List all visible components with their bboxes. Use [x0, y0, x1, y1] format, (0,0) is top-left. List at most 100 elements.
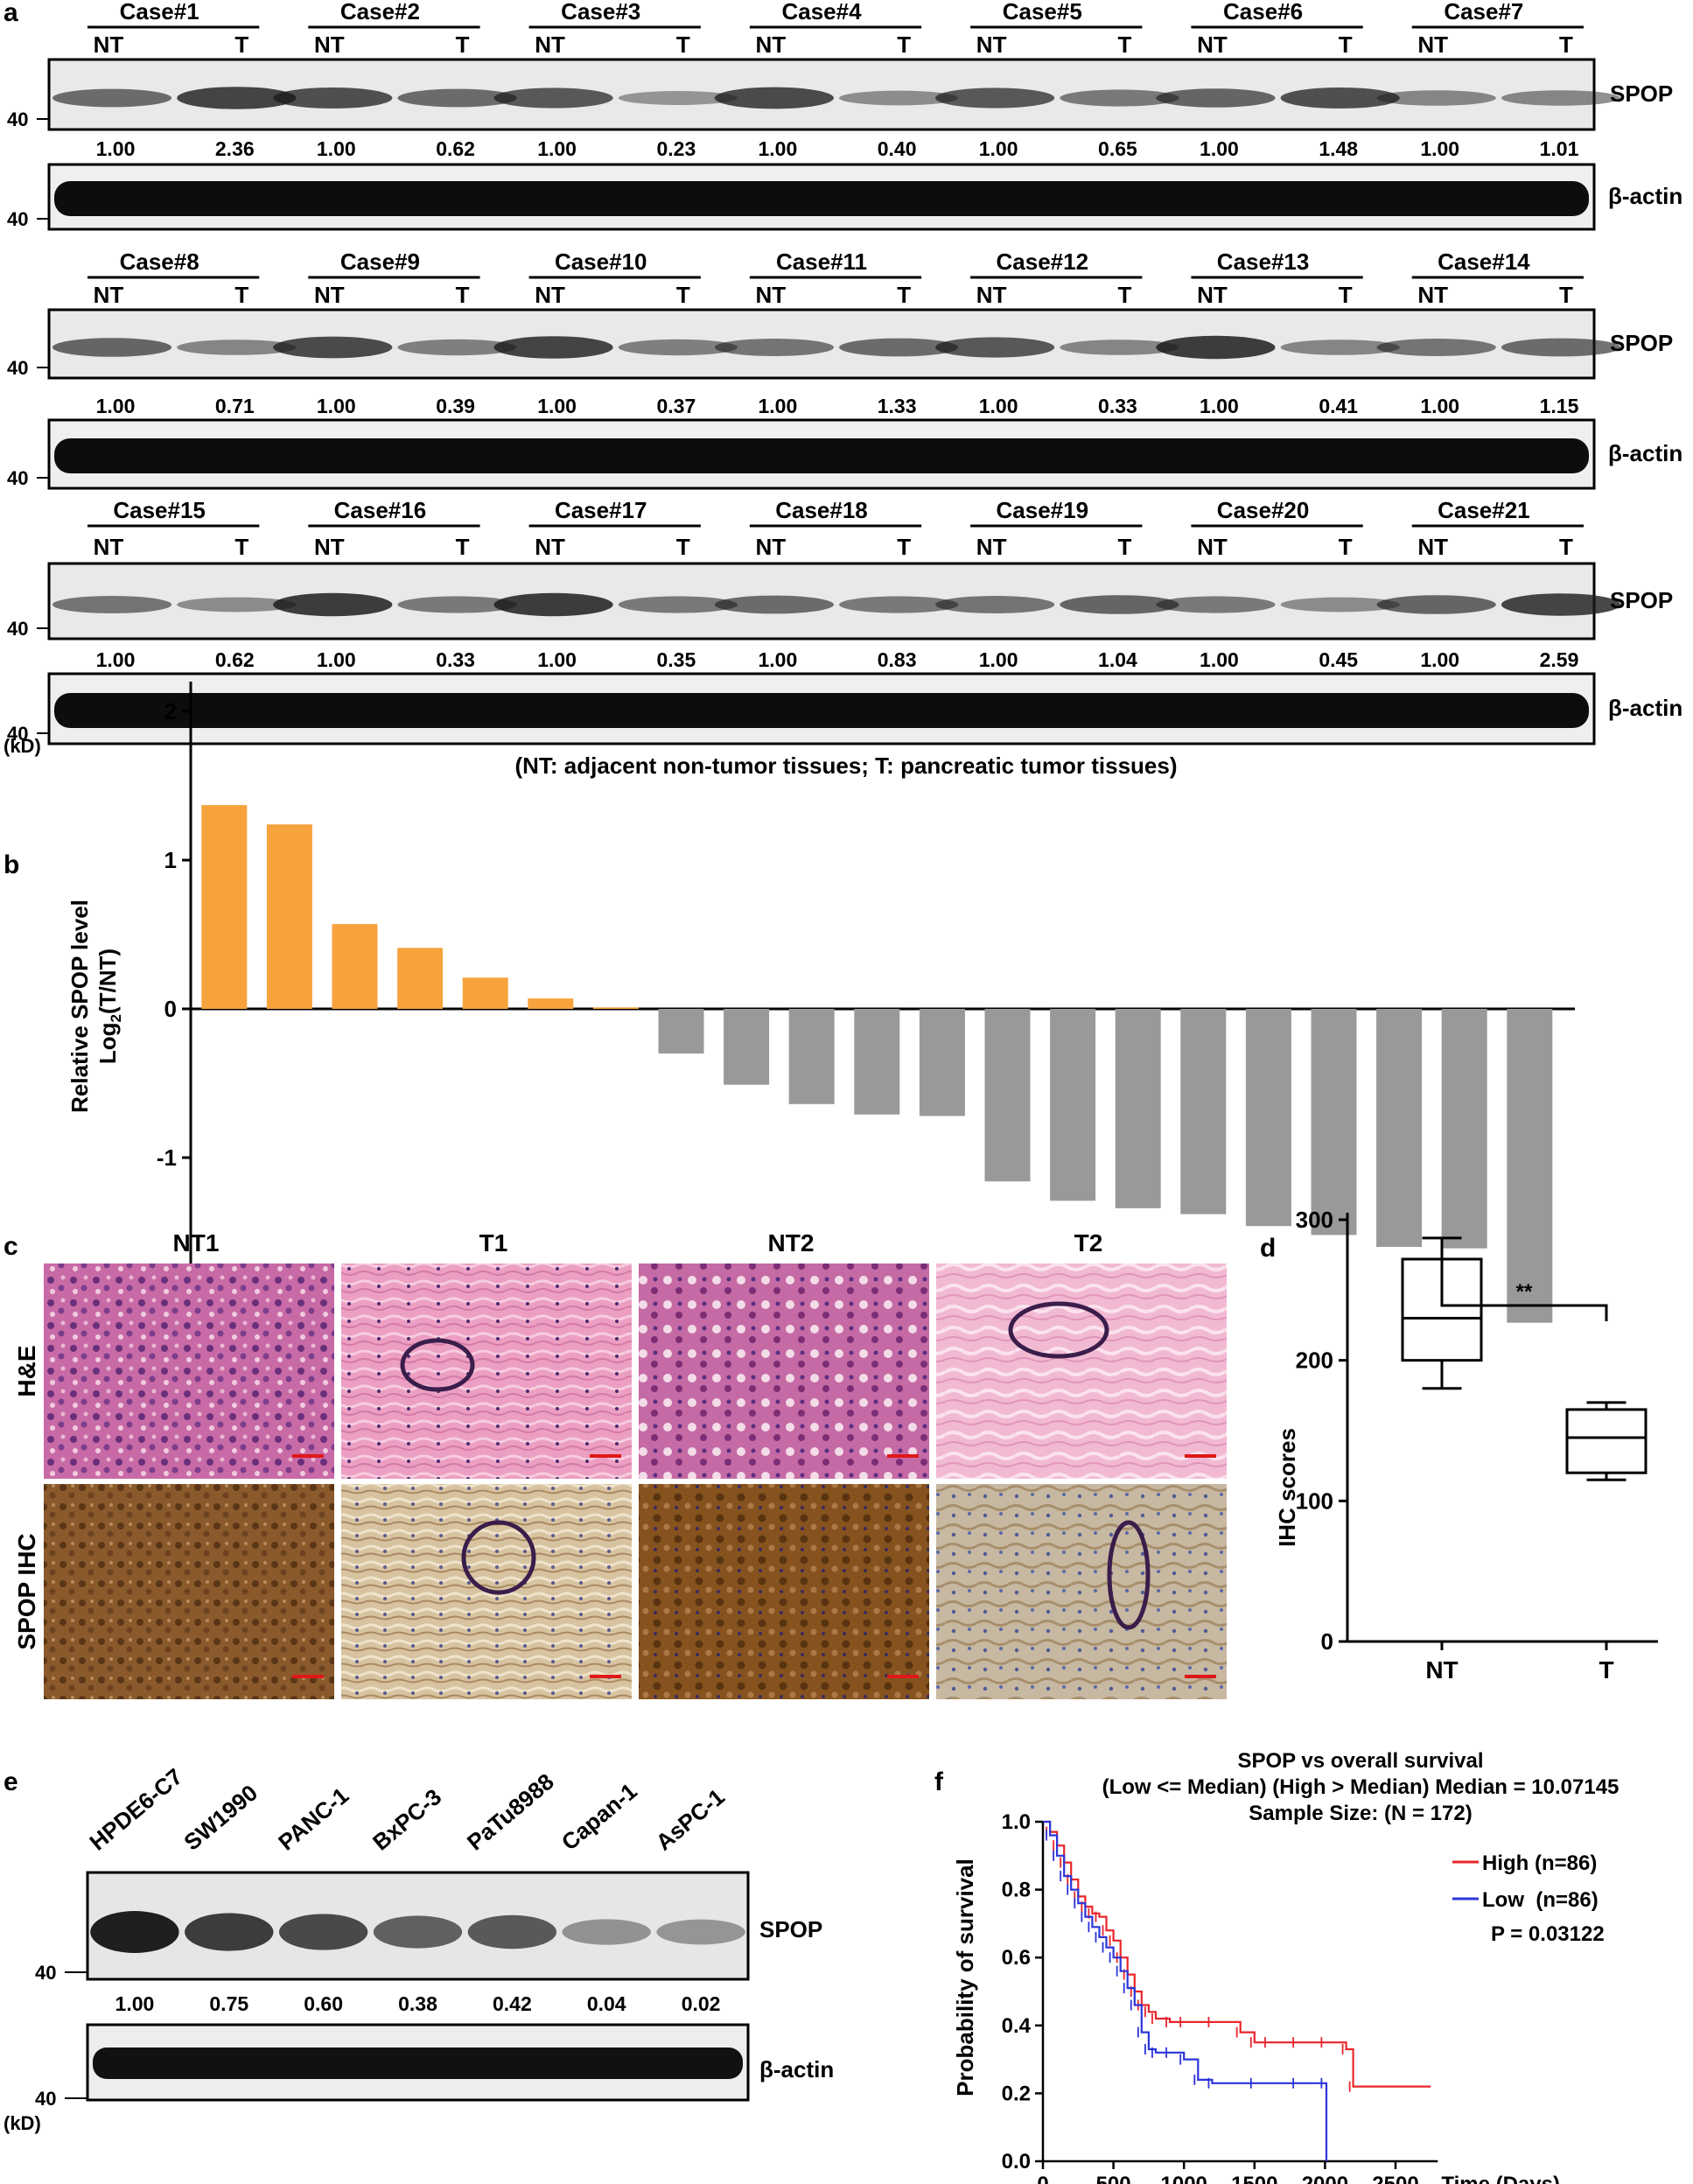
t-lane-label: T: [676, 282, 690, 308]
micrograph: [639, 1484, 929, 1699]
spop-band: [273, 592, 393, 617]
spop-band: [1280, 597, 1400, 612]
spop-band: [177, 597, 297, 612]
y-tick-label: 0.4: [1002, 2014, 1032, 2038]
bar: [528, 998, 574, 1009]
spop-band: [618, 91, 738, 105]
nt-lane-label: NT: [535, 282, 565, 308]
case-label: Case#2: [340, 0, 420, 24]
quant-value: 1.04: [1098, 648, 1137, 671]
nt-lane-label: NT: [1417, 534, 1448, 560]
quant-value: 1.00: [979, 137, 1018, 160]
quant-value: 1.00: [1420, 137, 1459, 160]
y-tick-label: 2: [164, 698, 177, 724]
t-lane-label: T: [1117, 32, 1131, 58]
panel-b-ylabel-line1: Relative SPOP level: [66, 900, 93, 1113]
bar: [266, 824, 312, 1009]
panel-letter-c: c: [3, 1232, 18, 1261]
t-lane-label: T: [456, 282, 470, 308]
micrograph: [936, 1264, 1227, 1479]
spop-band: [493, 592, 613, 617]
x-tick-label: 0: [1037, 2173, 1048, 2184]
row-label: H&E: [13, 1345, 40, 1396]
nt-lane-label: NT: [976, 534, 1007, 560]
quant-value: 1.00: [979, 395, 1018, 417]
spop-row-label: SPOP: [1610, 330, 1673, 356]
case-label: Case#1: [120, 0, 199, 24]
spop-band: [1060, 89, 1179, 107]
mw-marker: 40: [7, 357, 28, 379]
spop-band: [273, 336, 393, 359]
t-lane-label: T: [1339, 32, 1353, 58]
spop-band: [1376, 339, 1496, 356]
quant-value: 1.00: [96, 137, 136, 160]
cell-line-label: HPDE6-C7: [85, 1763, 188, 1856]
actin-row-label: β-actin: [1608, 440, 1683, 466]
quant-value: 1.00: [317, 137, 356, 160]
y-tick-label: 0: [164, 996, 177, 1022]
nt-lane-label: NT: [756, 534, 787, 560]
bar: [1376, 1009, 1423, 1247]
cell-line-label: SW1990: [178, 1780, 262, 1856]
spop-row-label: SPOP: [1610, 80, 1673, 107]
x-axis-label: Time (Days): [1441, 2173, 1560, 2184]
quant-value: 0.42: [493, 1992, 532, 2015]
column-label: T1: [479, 1229, 508, 1256]
y-tick-label: 100: [1296, 1488, 1333, 1514]
case-label: Case#19: [997, 497, 1089, 523]
panel-a-unit: (kD): [3, 735, 41, 757]
quant-value: 0.40: [878, 137, 917, 160]
spop-band: [714, 595, 834, 614]
t-lane-label: T: [1559, 534, 1573, 560]
quant-value: 0.04: [587, 1992, 626, 2015]
quant-value: 2.59: [1540, 648, 1579, 671]
bar: [724, 1009, 770, 1085]
case-label: Case#13: [1217, 248, 1310, 275]
quant-value: 0.02: [682, 1992, 721, 2015]
nt-lane-label: NT: [1197, 534, 1228, 560]
t-lane-label: T: [676, 32, 690, 58]
quant-value: 1.00: [979, 648, 1018, 671]
cell-line-label: AsPC-1: [651, 1783, 730, 1855]
bar: [658, 1009, 704, 1054]
gland-structure: [1008, 1301, 1109, 1359]
nt-lane-label: NT: [1197, 32, 1228, 58]
quant-value: 1.00: [758, 137, 797, 160]
quant-value: 1.00: [96, 395, 136, 417]
panel-e-unit: (kD): [3, 2112, 41, 2134]
spop-band: [1280, 88, 1400, 108]
y-tick-label: 0.8: [1002, 1879, 1031, 1902]
t-lane-label: T: [1339, 534, 1353, 560]
actin-row-label: β-actin: [759, 2056, 834, 2082]
spop-band: [618, 339, 738, 356]
t-lane-label: T: [1117, 282, 1131, 308]
bar: [919, 1009, 965, 1116]
bar: [592, 1007, 639, 1009]
spop-band: [1156, 88, 1276, 108]
case-label: Case#8: [120, 248, 199, 275]
legend-high-label: High (n=86): [1482, 1852, 1597, 1875]
nt-lane-label: NT: [756, 32, 787, 58]
spop-band: [373, 1915, 463, 1949]
spop-band: [1060, 340, 1179, 355]
nt-lane-label: NT: [756, 282, 787, 308]
quant-value: 1.00: [537, 137, 577, 160]
case-label: Case#20: [1217, 497, 1310, 523]
bar: [201, 805, 248, 1009]
y-tick-label: 1: [164, 847, 177, 873]
t-lane-label: T: [1339, 282, 1353, 308]
spop-band: [839, 596, 959, 613]
spop-band: [397, 88, 517, 108]
case-label: Case#5: [1003, 0, 1082, 24]
spop-band: [177, 340, 297, 355]
bar: [332, 924, 378, 1009]
panel-f-title-line3: Sample Size: (N = 172): [1249, 1802, 1472, 1825]
quant-value: 0.62: [215, 648, 255, 671]
quant-value: 1.00: [537, 648, 577, 671]
p-value-label: P = 0.03122: [1491, 1922, 1605, 1946]
panel-c-histology-grid: NT1 T1 NT2 T2 H&E SPOP IHC: [13, 1229, 1227, 1699]
quant-value: 0.23: [656, 137, 696, 160]
quant-value: 0.33: [1098, 395, 1137, 417]
case-label: Case#15: [113, 497, 206, 523]
